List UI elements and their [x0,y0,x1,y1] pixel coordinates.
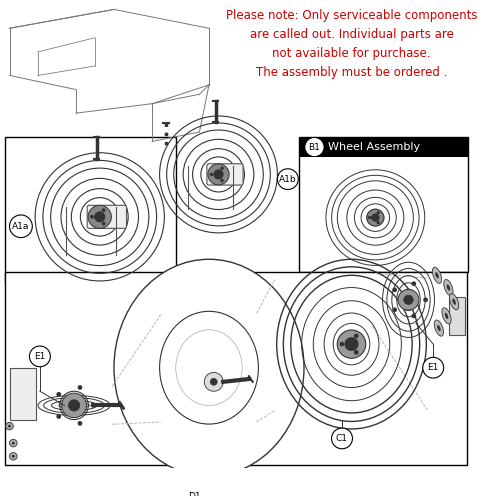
Circle shape [68,400,80,411]
Text: B1: B1 [308,142,320,152]
Circle shape [204,372,224,391]
Circle shape [6,423,14,430]
Ellipse shape [160,311,258,424]
Text: C1: C1 [336,434,348,443]
Text: D1: D1 [188,493,201,496]
Circle shape [10,452,17,460]
Circle shape [208,164,229,185]
Circle shape [30,346,50,367]
Circle shape [367,209,384,226]
Ellipse shape [444,312,448,319]
Circle shape [78,421,82,426]
Circle shape [102,222,105,225]
Circle shape [184,487,205,496]
Circle shape [90,403,96,408]
FancyBboxPatch shape [87,205,126,228]
Circle shape [368,216,372,219]
FancyBboxPatch shape [207,164,243,185]
Circle shape [12,442,14,444]
Circle shape [340,342,344,347]
Circle shape [412,281,416,286]
Circle shape [306,138,323,156]
Ellipse shape [442,308,451,324]
Circle shape [220,179,224,182]
Text: A1a: A1a [12,222,29,231]
Circle shape [56,392,61,397]
Circle shape [398,290,419,310]
Circle shape [423,357,444,378]
Circle shape [102,208,105,212]
Circle shape [62,393,86,418]
Ellipse shape [450,294,458,310]
Text: E1: E1 [34,352,46,361]
Text: E1: E1 [428,363,439,372]
Circle shape [404,295,413,305]
Circle shape [337,330,366,358]
Ellipse shape [434,320,444,336]
Ellipse shape [452,299,456,305]
Circle shape [88,205,112,228]
Circle shape [354,334,358,338]
Circle shape [392,288,397,292]
Bar [10,368,36,420]
Circle shape [372,214,379,221]
Circle shape [412,313,416,318]
Circle shape [214,170,223,179]
Circle shape [10,439,17,447]
Text: Wheel Assembly: Wheel Assembly [328,142,420,152]
Ellipse shape [432,267,442,283]
Ellipse shape [444,279,453,296]
Circle shape [278,169,298,189]
Circle shape [12,455,14,458]
Ellipse shape [114,259,304,476]
Circle shape [10,215,32,238]
Text: Please note: Only serviceable components
are called out. Individual parts are
no: Please note: Only serviceable components… [226,9,477,79]
Circle shape [220,167,224,170]
Bar [299,137,468,157]
Circle shape [376,221,380,224]
Bar [5,137,176,283]
Bar [5,271,468,465]
Ellipse shape [437,325,440,331]
Ellipse shape [446,284,450,291]
Bar [450,297,464,335]
Circle shape [90,215,94,219]
Circle shape [345,337,358,351]
Circle shape [392,308,397,312]
Circle shape [210,378,218,385]
Circle shape [210,173,213,176]
Circle shape [376,211,380,214]
Circle shape [94,212,105,222]
Text: A1b: A1b [279,175,296,184]
Ellipse shape [435,272,439,278]
Bar [299,137,468,271]
Circle shape [354,350,358,355]
Circle shape [78,385,82,390]
Circle shape [8,425,11,428]
Circle shape [56,414,61,419]
Circle shape [332,428,352,449]
Circle shape [423,298,428,302]
